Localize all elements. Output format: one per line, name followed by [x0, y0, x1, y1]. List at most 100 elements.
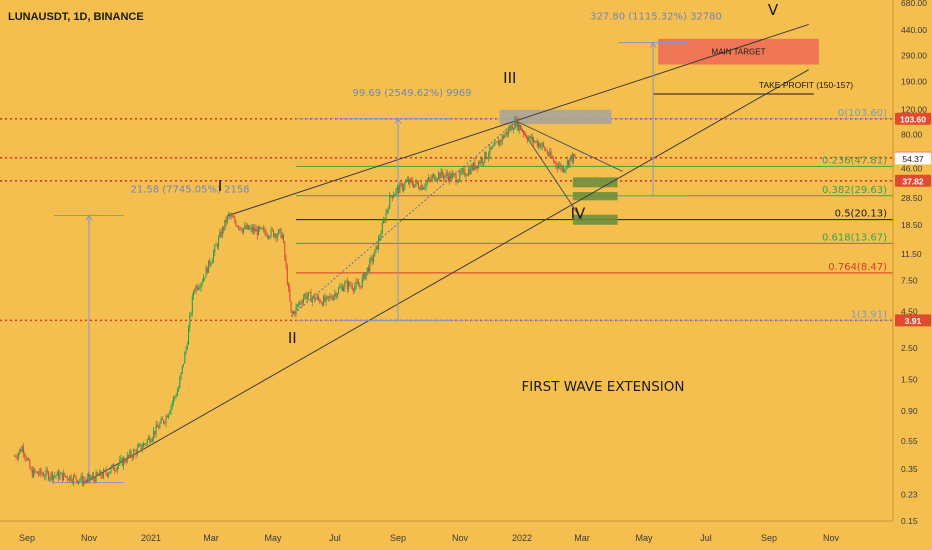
candle-body [236, 226, 238, 227]
channel-lower-line [84, 69, 809, 484]
candle-body [521, 130, 523, 132]
candle-body [146, 439, 148, 444]
candle-body [205, 267, 207, 278]
candle-body [94, 478, 96, 482]
candle-body [409, 178, 411, 184]
y-tick-label: 4.50 [901, 307, 918, 317]
y-tick-label: 1.50 [901, 374, 918, 384]
candle-body [155, 424, 157, 435]
candle-body [263, 228, 265, 230]
y-tick-label: 2.50 [901, 343, 918, 353]
candle-body [108, 473, 110, 476]
candle-body [441, 170, 443, 176]
candle-body [24, 453, 26, 457]
candle-body [554, 161, 556, 163]
candle-body [299, 301, 301, 305]
candle-body [243, 228, 245, 233]
candle-body [498, 141, 500, 146]
y-tick-label: 7.50 [901, 275, 918, 285]
candle-body [505, 131, 507, 135]
candle-body [451, 173, 453, 179]
candle-body [130, 451, 132, 457]
candle-body [538, 143, 540, 147]
candle-body [103, 470, 105, 478]
candle-body [98, 474, 100, 476]
candle-body [295, 306, 297, 315]
candle-body [145, 443, 147, 445]
candle-body [564, 169, 566, 172]
candle-body [459, 171, 461, 180]
wave-trend-dotted [290, 121, 517, 317]
candle-body [329, 296, 331, 298]
candle-body [429, 177, 431, 179]
candle-body [420, 185, 422, 190]
candle-body [351, 286, 353, 290]
candle-body [250, 227, 252, 229]
candle-body [215, 244, 217, 246]
candle-body [541, 143, 543, 146]
candle-body [123, 458, 125, 466]
candle-body [203, 277, 205, 282]
candle-body [29, 459, 31, 469]
price-label-box [895, 314, 931, 327]
candle-body [210, 263, 212, 266]
candle-body [120, 458, 122, 460]
candle-body [566, 160, 568, 167]
candle-body [128, 454, 130, 456]
candle-body [491, 146, 493, 149]
candle-body [183, 363, 185, 366]
candle-body [240, 227, 242, 231]
candle-body [149, 437, 151, 443]
fib-level-label: 0(103.60) [838, 108, 887, 119]
fib-level-label: 0.764(8.47) [828, 262, 887, 273]
candle-body [121, 458, 123, 466]
candle-body [311, 297, 313, 303]
candle-body [70, 475, 72, 482]
candle-body [399, 183, 401, 193]
y-tick-label: 0.15 [901, 516, 918, 526]
candle-body [515, 119, 517, 127]
candle-body [48, 472, 50, 480]
candle-body [303, 297, 305, 303]
candle-body [231, 215, 233, 218]
candle-body [369, 259, 371, 272]
candle-body [76, 479, 78, 483]
candle-body [400, 183, 402, 185]
candle-body [493, 145, 495, 147]
candle-body [411, 180, 413, 185]
candle-body [118, 464, 120, 467]
y-tick-label: 680.00 [901, 0, 927, 8]
candle-body [135, 450, 137, 455]
candle-body [360, 285, 362, 288]
candle-body [394, 193, 396, 196]
candle-body [199, 287, 201, 289]
candle-body [65, 476, 67, 478]
candle-body [60, 472, 62, 475]
candle-body [450, 173, 452, 179]
fib-level-label: 0.618(13.67) [822, 232, 887, 243]
candle-body [353, 289, 355, 291]
candle-body [558, 165, 560, 169]
price-label: 54.37 [902, 154, 924, 164]
zone-box [499, 109, 612, 125]
candle-body [306, 296, 308, 299]
candle-body [269, 236, 271, 238]
candle-body [170, 405, 172, 412]
measure-label: 327.80 (1115.32%) 32780 [590, 12, 722, 23]
candle-body [534, 141, 536, 143]
candle-body [38, 473, 40, 475]
candle-body [531, 137, 533, 141]
candle-body [68, 479, 70, 481]
candle-body [469, 168, 471, 175]
candle-body [423, 187, 425, 190]
wave-label: I [218, 177, 222, 195]
candle-body [84, 480, 86, 481]
candle-body [343, 287, 345, 292]
candle-body [255, 228, 257, 232]
candle-body [218, 237, 220, 247]
candle-body [458, 179, 460, 182]
price-label: 3.91 [905, 316, 922, 326]
candle-body [326, 296, 328, 298]
price-label-box [895, 174, 931, 187]
